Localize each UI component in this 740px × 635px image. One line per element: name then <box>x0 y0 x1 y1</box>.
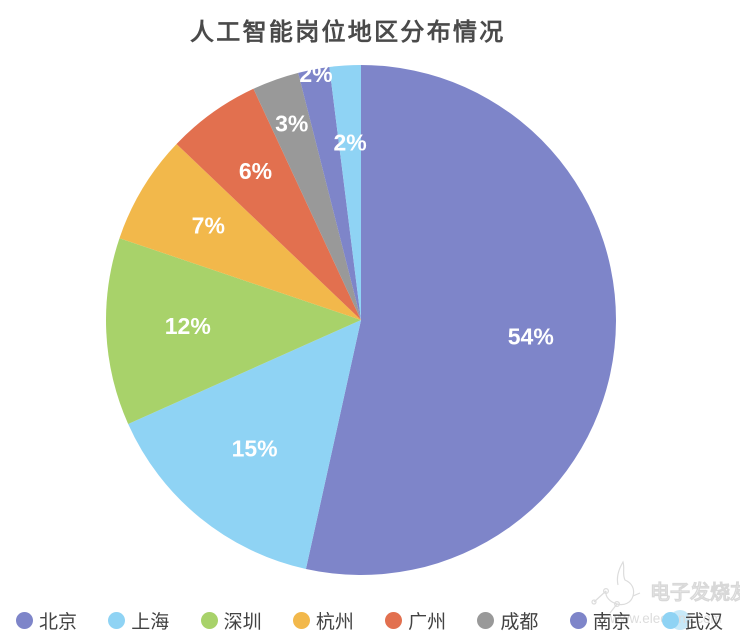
svg-text:15%: 15% <box>232 435 278 461</box>
svg-text:2%: 2% <box>333 129 366 155</box>
svg-text:54%: 54% <box>508 324 554 350</box>
svg-text:12%: 12% <box>165 313 211 339</box>
svg-text:2%: 2% <box>299 61 332 87</box>
svg-text:6%: 6% <box>239 158 272 184</box>
svg-text:3%: 3% <box>275 110 308 136</box>
svg-text:7%: 7% <box>192 213 225 239</box>
svg-text:电子发烧友: 电子发烧友 <box>650 580 740 604</box>
